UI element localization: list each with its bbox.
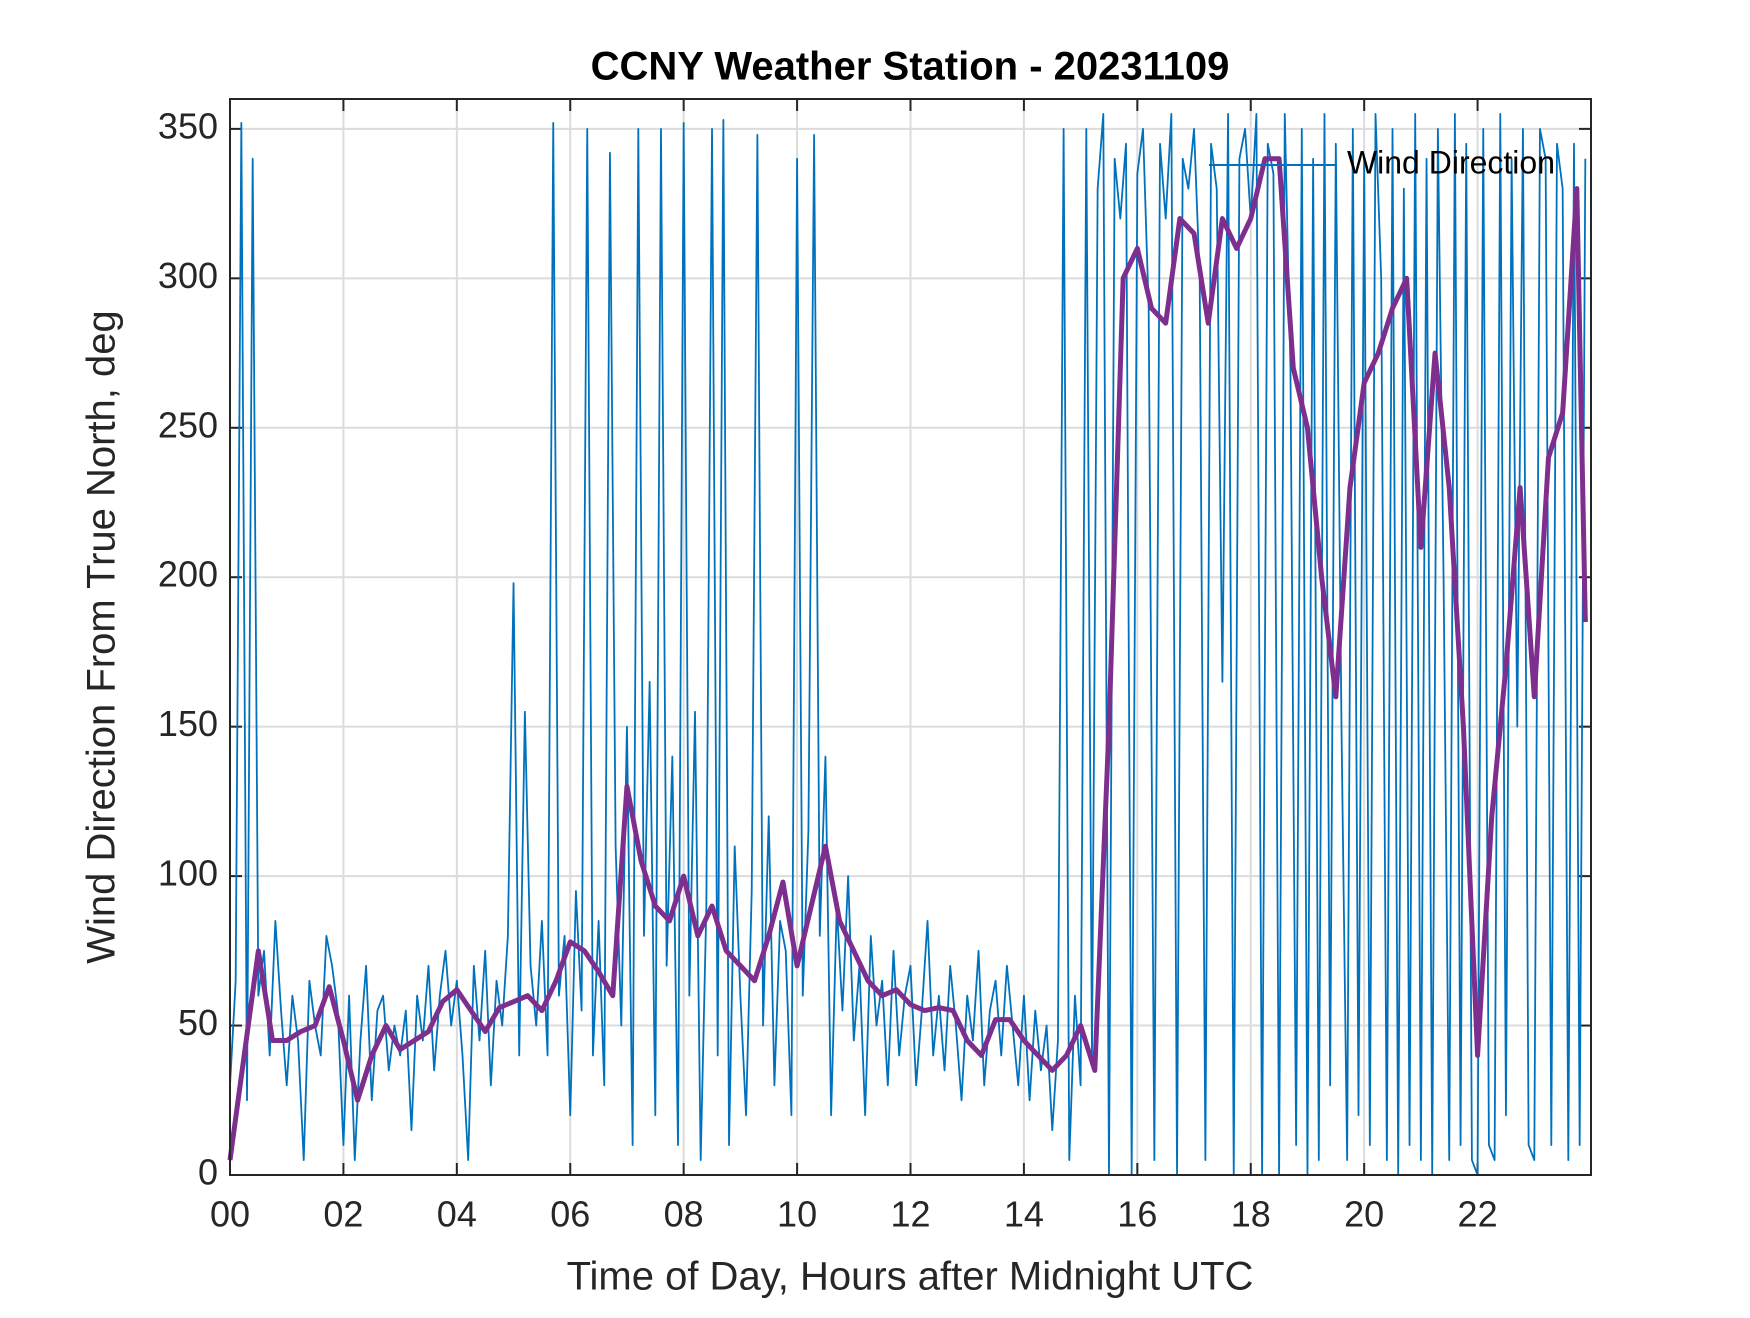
x-tick-label: 04: [437, 1194, 477, 1235]
legend-label: Wind Direction: [1347, 144, 1555, 180]
data-line: [227, 156, 1588, 1161]
y-tick-label: 0: [198, 1152, 218, 1193]
x-tick-label: 14: [1004, 1194, 1044, 1235]
y-tick-label: 100: [158, 853, 218, 894]
y-axis-label: Wind Direction From True North, deg: [80, 310, 124, 964]
x-tick-label: 02: [323, 1194, 363, 1235]
y-tick-label: 50: [178, 1002, 218, 1043]
x-tick-label: 06: [550, 1194, 590, 1235]
x-tick-label: 10: [777, 1194, 817, 1235]
chart-title: CCNY Weather Station - 20231109: [591, 45, 1230, 89]
x-tick-label: 20: [1344, 1194, 1384, 1235]
x-tick-label: 12: [890, 1194, 930, 1235]
x-tick-label: 00: [210, 1194, 250, 1235]
y-tick-label: 150: [158, 703, 218, 744]
x-tick-label: 16: [1117, 1194, 1157, 1235]
plot-frame: [229, 98, 1592, 1176]
y-tick-label: 250: [158, 404, 218, 445]
y-tick-label: 200: [158, 554, 218, 595]
x-tick-label: 18: [1231, 1194, 1271, 1235]
x-axis-label: Time of Day, Hours after Midnight UTC: [567, 1255, 1254, 1299]
y-tick-label: 300: [158, 255, 218, 296]
x-tick-label: 22: [1458, 1194, 1498, 1235]
y-tick-label: 350: [158, 105, 218, 146]
x-tick-label: 08: [664, 1194, 704, 1235]
